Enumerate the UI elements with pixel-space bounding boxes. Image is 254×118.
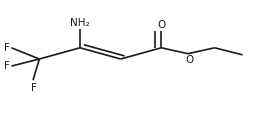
Text: O: O: [185, 55, 193, 65]
Text: F: F: [31, 83, 37, 93]
Text: O: O: [157, 20, 165, 30]
Text: NH₂: NH₂: [70, 18, 90, 28]
Text: F: F: [4, 43, 10, 53]
Text: F: F: [4, 61, 10, 71]
